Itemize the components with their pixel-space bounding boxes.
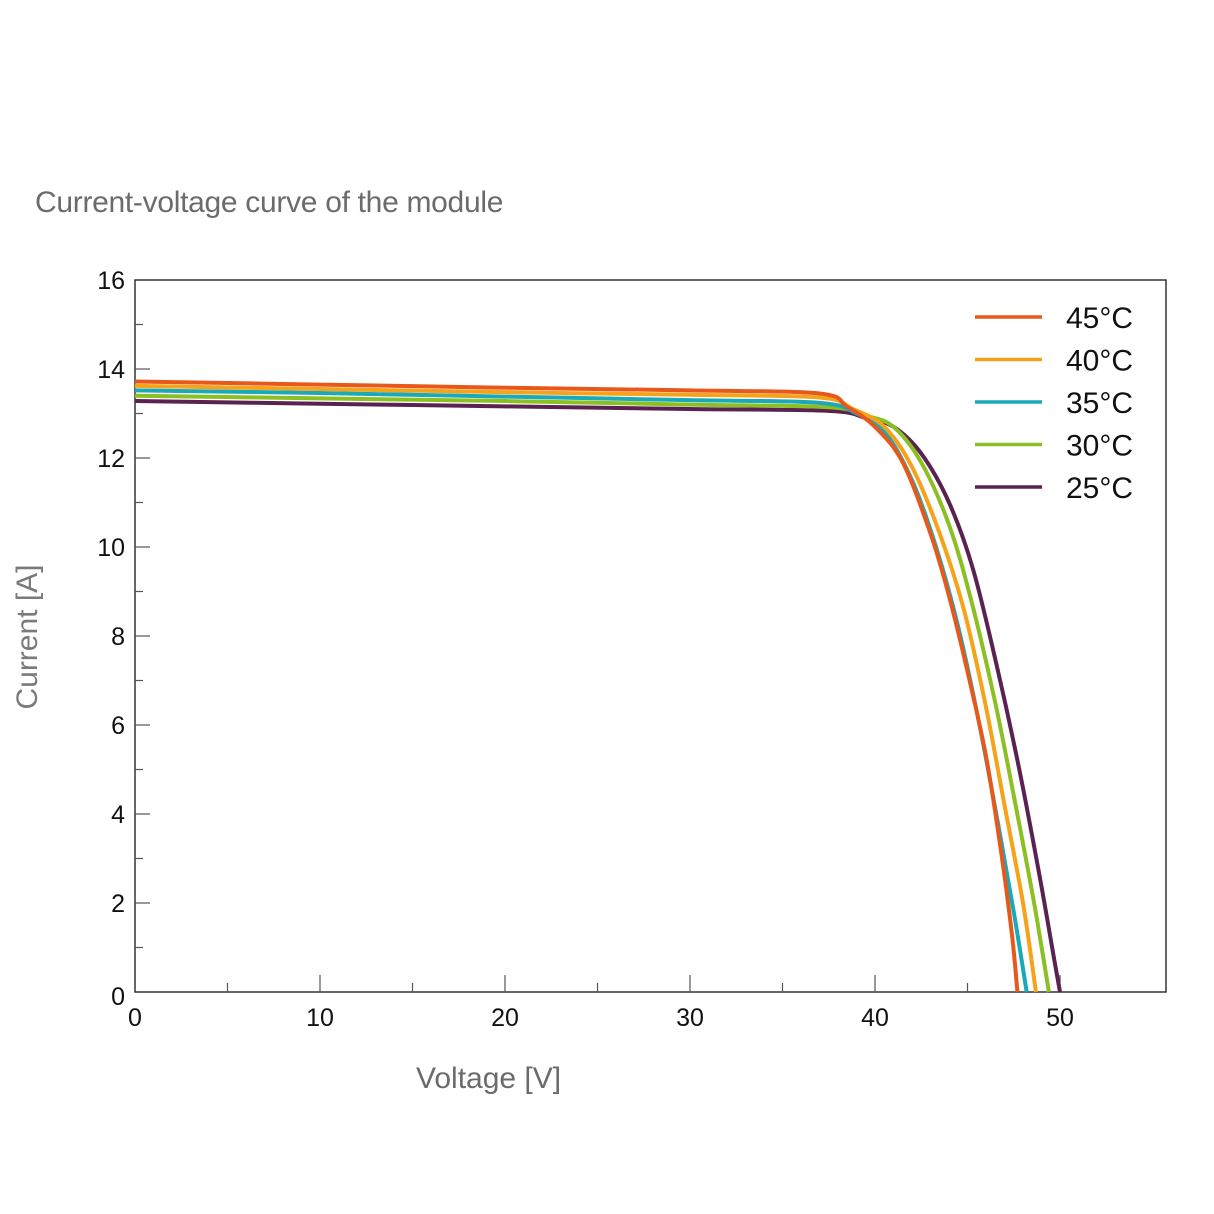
y-tick-label: 0: [111, 983, 125, 1011]
x-tick-label: 20: [491, 1004, 519, 1032]
plot-axes: 0 10 20 30 40 50 0 2 4 6 8 10 12 14 16: [97, 267, 1167, 1032]
legend-label: 35°C: [1066, 387, 1133, 420]
legend: 45°C 40°C 35°C 30°C 25°C: [975, 302, 1133, 505]
legend-label: 30°C: [1066, 430, 1133, 463]
y-tick-label: 10: [97, 534, 125, 562]
curve-30c: [134, 393, 1051, 993]
curve-35c: [134, 388, 1029, 993]
y-tick-label: 6: [111, 712, 125, 740]
y-tick-label: 4: [111, 801, 125, 829]
y-tick-label: 12: [97, 445, 125, 473]
curve-40c: [134, 383, 1038, 993]
x-tick-label: 40: [861, 1004, 889, 1032]
legend-label: 40°C: [1066, 345, 1133, 378]
y-tick-label: 8: [111, 623, 125, 651]
chart-title: Current-voltage curve of the module: [35, 186, 504, 219]
x-tick-label: 30: [676, 1004, 704, 1032]
x-axis-label: Voltage [V]: [416, 1062, 562, 1095]
x-tick-label: 50: [1046, 1004, 1074, 1032]
y-tick-label: 16: [97, 267, 125, 295]
curve-45c: [134, 379, 1020, 993]
y-tick-label: 14: [97, 356, 125, 384]
x-tick-label: 10: [306, 1004, 334, 1032]
legend-label: 25°C: [1066, 472, 1133, 505]
plot-curves: [134, 379, 1062, 993]
x-tick-label: 0: [128, 1004, 142, 1032]
curve-25c: [134, 399, 1062, 993]
y-tick-label: 2: [111, 890, 125, 918]
legend-label: 45°C: [1066, 302, 1133, 335]
